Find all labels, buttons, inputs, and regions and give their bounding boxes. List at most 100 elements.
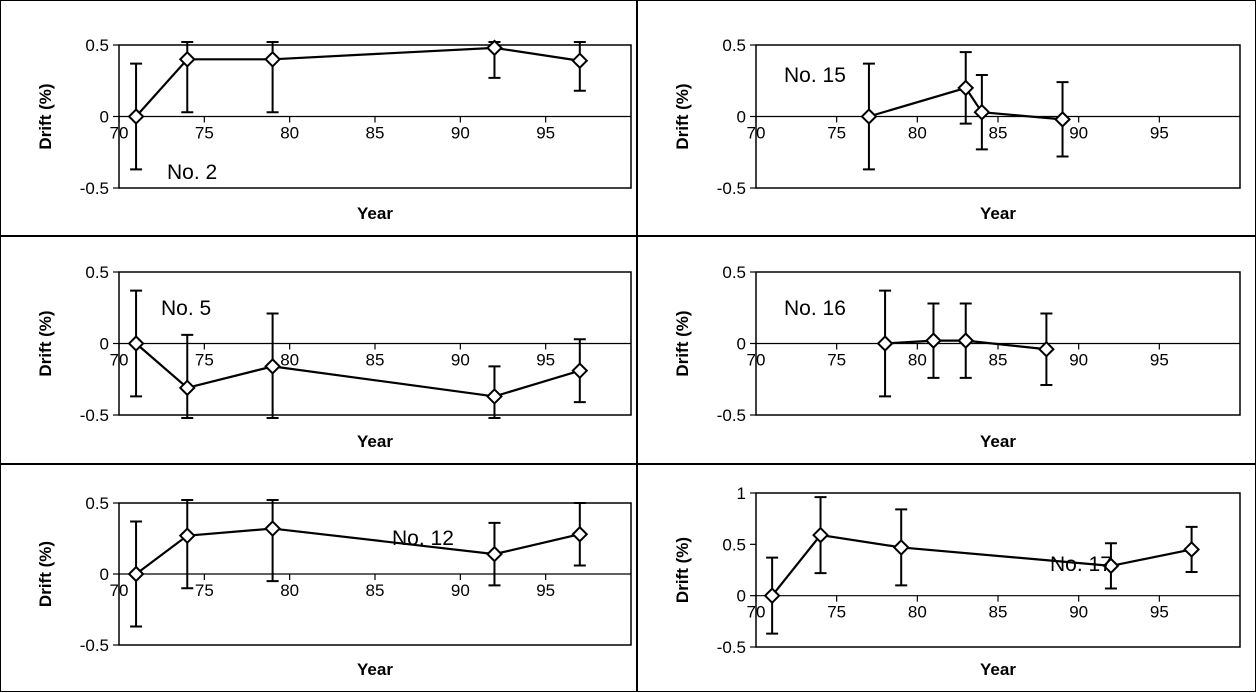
x-axis-title: Year: [980, 660, 1016, 679]
x-tick-label: 95: [536, 581, 555, 600]
panel-label: No. 15: [784, 64, 846, 87]
panel-label: No. 12: [392, 527, 454, 550]
y-tick-label: 0.5: [722, 535, 746, 554]
x-tick-label: 70: [110, 581, 129, 600]
x-tick-label: 75: [827, 124, 846, 143]
x-tick-label: 90: [1069, 351, 1088, 370]
error-bar: [266, 499, 279, 583]
x-axis-title: Year: [357, 204, 393, 223]
data-point-marker: [571, 525, 589, 543]
data-point-marker: [892, 538, 910, 556]
x-tick-label: 95: [1150, 124, 1169, 143]
x-tick-label: 85: [989, 124, 1008, 143]
data-point-marker: [1054, 110, 1071, 128]
data-point-marker: [925, 332, 942, 350]
x-tick-label: 80: [908, 351, 927, 370]
x-tick-label: 85: [989, 351, 1008, 370]
x-tick-label: 70: [110, 124, 129, 143]
data-point-marker: [178, 50, 196, 68]
data-point-marker: [264, 520, 282, 537]
x-tick-label: 70: [747, 603, 766, 622]
chart-svg: 70 75 80 85 90 95 0.5 0 -0.5 Year Drift (%) No. 15: [673, 36, 1241, 223]
data-point-marker: [486, 545, 503, 563]
y-tick-label: -0.5: [717, 179, 746, 198]
y-tick-label: 0.5: [85, 494, 109, 513]
data-point-marker: [763, 587, 781, 605]
panel-label: No. 5: [161, 297, 211, 320]
data-point-marker: [571, 52, 589, 70]
x-tick-label: 75: [195, 351, 214, 370]
y-axis-title: Drift (%): [673, 83, 692, 149]
chart-panel-5: 70 75 80 85 90 95 0.5 0 -0.5 Year Drift (%) No. 12: [0, 464, 637, 692]
x-tick-label: 80: [908, 124, 927, 143]
x-tick-label: 80: [280, 581, 299, 600]
data-point-marker: [1037, 340, 1055, 358]
chart-panel-3: 70 75 80 85 90 95 0.5 0 -0.5 Year Drift (%) No. 5: [0, 236, 637, 464]
data-point-marker: [486, 39, 503, 57]
chart-panel-6: 70 75 80 85 90 95 1 0.5 0 -0.5 Year Drift (%) No. 17: [637, 464, 1256, 692]
y-tick-label: 0: [100, 108, 109, 127]
data-point-marker: [178, 379, 196, 397]
x-tick-label: 70: [747, 351, 766, 370]
chart-panel-4: 70 75 80 85 90 95 0.5 0 -0.5 Year Drift (%) No. 16: [637, 236, 1256, 464]
data-point-marker: [264, 50, 282, 68]
chart-panel-1: 70 75 80 85 90 95 0.5 0 -0.5 Year Drift (%) No. 2: [0, 0, 637, 236]
x-axis-title: Year: [980, 432, 1016, 451]
x-tick-label: 75: [827, 603, 846, 622]
x-tick-label: 95: [1150, 603, 1169, 622]
y-tick-label: -0.5: [717, 638, 746, 657]
series-line: [868, 86, 1063, 121]
x-tick-label: 75: [195, 581, 214, 600]
y-axis-title: Drift (%): [36, 310, 55, 376]
data-point-marker: [1183, 541, 1201, 558]
x-tick-label: 90: [1069, 603, 1088, 622]
x-tick-label: 90: [1069, 124, 1088, 143]
x-axis-title: Year: [980, 204, 1016, 223]
panel-label: No. 2: [167, 161, 217, 184]
x-tick-label: 95: [1150, 351, 1169, 370]
data-point-marker: [127, 335, 145, 352]
y-tick-label: 0: [737, 335, 746, 354]
y-axis-title: Drift (%): [36, 541, 55, 607]
y-axis-title: Drift (%): [673, 537, 692, 603]
x-tick-label: 70: [747, 124, 766, 143]
y-axis-title: Drift (%): [36, 83, 55, 149]
plot-area: [755, 492, 1241, 648]
x-tick-label: 80: [280, 351, 299, 370]
x-tick-label: 75: [195, 124, 214, 143]
x-axis-title: Year: [357, 432, 393, 451]
data-point-marker: [876, 335, 894, 352]
x-tick-label: 85: [366, 581, 385, 600]
data-point-marker: [486, 387, 503, 405]
data-point-marker: [860, 108, 878, 125]
y-tick-label: -0.5: [80, 406, 109, 425]
y-axis-title: Drift (%): [673, 310, 692, 376]
x-tick-label: 90: [451, 124, 470, 143]
y-tick-label: 0: [737, 587, 746, 606]
x-tick-label: 90: [451, 351, 470, 370]
data-point-marker: [1102, 557, 1120, 575]
y-tick-label: 0: [100, 335, 109, 354]
x-tick-label: 80: [908, 603, 927, 622]
data-point-marker: [957, 332, 975, 350]
data-point-marker: [812, 526, 829, 544]
chart-svg: 70 75 80 85 90 95 0.5 0 -0.5 Year Drift (%) No. 16: [673, 263, 1241, 451]
data-point-marker: [178, 527, 196, 545]
error-bar: [181, 333, 194, 419]
data-point-marker: [264, 357, 282, 375]
y-tick-label: -0.5: [80, 179, 109, 198]
x-tick-label: 85: [366, 351, 385, 370]
error-bar: [181, 499, 194, 590]
y-tick-label: 0.5: [85, 263, 109, 282]
y-tick-label: 0: [100, 565, 109, 584]
x-tick-label: 80: [280, 124, 299, 143]
y-tick-label: 0: [737, 108, 746, 127]
y-tick-label: -0.5: [80, 636, 109, 655]
panel-label: No. 17: [1050, 553, 1112, 576]
y-tick-label: -0.5: [717, 406, 746, 425]
data-point-marker: [571, 362, 589, 380]
panel-label: No. 16: [784, 297, 846, 320]
data-point-marker: [127, 108, 145, 125]
x-tick-label: 85: [989, 603, 1008, 622]
